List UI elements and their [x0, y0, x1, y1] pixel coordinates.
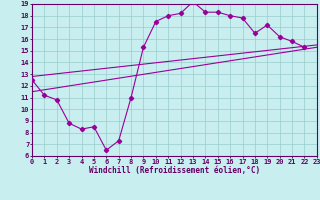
X-axis label: Windchill (Refroidissement éolien,°C): Windchill (Refroidissement éolien,°C) [89, 166, 260, 175]
